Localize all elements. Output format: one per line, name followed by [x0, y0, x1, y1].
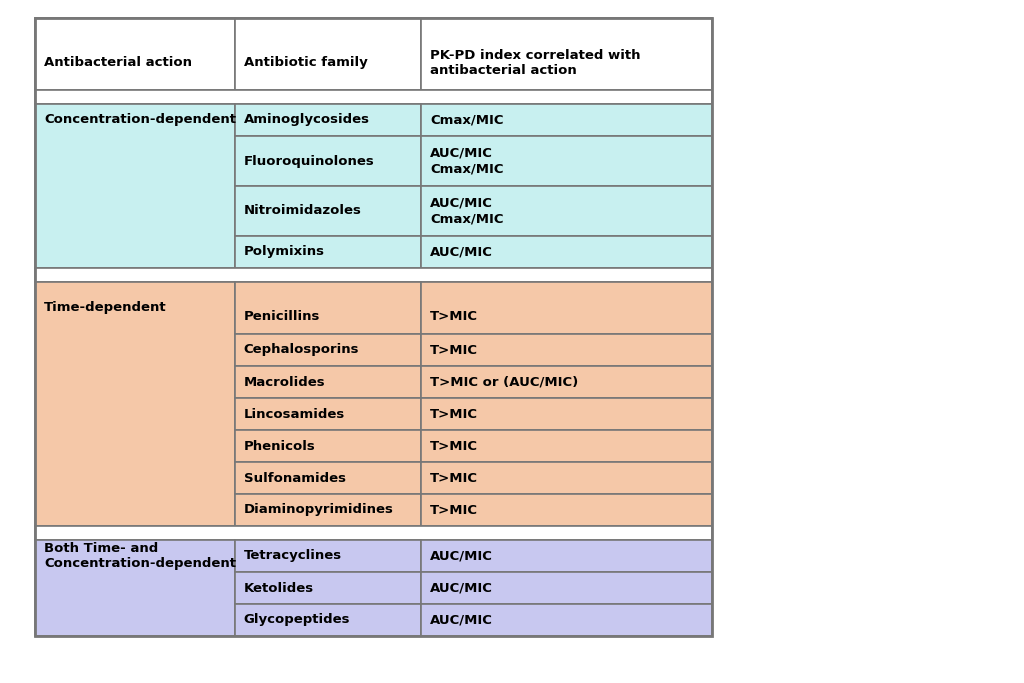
Bar	[234, 18, 421, 90]
Bar	[234, 572, 421, 604]
Bar	[421, 136, 712, 186]
Bar	[234, 104, 421, 136]
Bar	[35, 18, 712, 636]
Bar	[421, 104, 712, 136]
Bar	[234, 430, 421, 462]
Bar	[234, 398, 421, 430]
Text: AUC/MIC: AUC/MIC	[430, 613, 493, 626]
Text: Lincosamides: Lincosamides	[244, 408, 345, 421]
Text: Concentration-dependent: Concentration-dependent	[44, 113, 236, 126]
Text: Sulfonamides: Sulfonamides	[244, 471, 346, 484]
Bar	[234, 186, 421, 236]
Bar	[35, 540, 234, 636]
Text: AUC/MIC
Cmax/MIC: AUC/MIC Cmax/MIC	[430, 147, 504, 175]
Bar	[421, 494, 712, 526]
Bar	[35, 90, 712, 104]
Text: Ketolides: Ketolides	[244, 581, 313, 594]
Bar	[234, 604, 421, 636]
Text: Penicillins: Penicillins	[244, 309, 321, 322]
Text: Macrolides: Macrolides	[244, 376, 326, 389]
Bar	[421, 18, 712, 90]
Bar	[421, 334, 712, 366]
Bar	[234, 282, 421, 334]
Text: T>MIC: T>MIC	[430, 344, 478, 357]
Bar	[234, 366, 421, 398]
Text: Polymixins: Polymixins	[244, 245, 325, 258]
Bar	[421, 462, 712, 494]
Bar	[421, 604, 712, 636]
Bar	[35, 104, 234, 268]
Bar	[421, 236, 712, 268]
Text: Glycopeptides: Glycopeptides	[244, 613, 350, 626]
Bar	[421, 572, 712, 604]
Text: Tetracyclines: Tetracyclines	[244, 550, 342, 563]
Bar	[421, 186, 712, 236]
Bar	[35, 18, 234, 90]
Bar	[35, 268, 712, 282]
Bar	[234, 136, 421, 186]
Text: Time-dependent: Time-dependent	[44, 301, 167, 314]
Bar	[234, 540, 421, 572]
Text: Phenicols: Phenicols	[244, 439, 315, 453]
Text: PK-PD index correlated with
antibacterial action: PK-PD index correlated with antibacteria…	[430, 48, 640, 76]
Bar	[421, 282, 712, 334]
Text: Diaminopyrimidines: Diaminopyrimidines	[244, 503, 393, 516]
Text: Nitroimidazoles: Nitroimidazoles	[244, 204, 361, 217]
Text: AUC/MIC
Cmax/MIC: AUC/MIC Cmax/MIC	[430, 197, 504, 225]
Bar	[234, 236, 421, 268]
Bar	[421, 540, 712, 572]
Bar	[35, 18, 712, 90]
Bar	[421, 366, 712, 398]
Text: T>MIC: T>MIC	[430, 309, 478, 322]
Text: AUC/MIC: AUC/MIC	[430, 550, 493, 563]
Text: T>MIC: T>MIC	[430, 439, 478, 453]
Text: Cephalosporins: Cephalosporins	[244, 344, 359, 357]
Bar	[421, 398, 712, 430]
Text: Cmax/MIC: Cmax/MIC	[430, 113, 504, 126]
Bar	[421, 430, 712, 462]
Text: AUC/MIC: AUC/MIC	[430, 581, 493, 594]
Text: T>MIC: T>MIC	[430, 503, 478, 516]
Text: Both Time- and
Concentration-dependent: Both Time- and Concentration-dependent	[44, 542, 236, 570]
Bar	[35, 526, 712, 540]
Text: AUC/MIC: AUC/MIC	[430, 245, 493, 258]
Text: Antibacterial action: Antibacterial action	[44, 56, 193, 69]
Text: Antibiotic family: Antibiotic family	[244, 56, 368, 69]
Bar	[35, 282, 234, 526]
Text: T>MIC: T>MIC	[430, 408, 478, 421]
Bar	[234, 494, 421, 526]
Text: T>MIC: T>MIC	[430, 471, 478, 484]
Text: T>MIC or (AUC/MIC): T>MIC or (AUC/MIC)	[430, 376, 579, 389]
Bar	[234, 462, 421, 494]
Text: Aminoglycosides: Aminoglycosides	[244, 113, 370, 126]
Bar	[234, 334, 421, 366]
Text: Fluoroquinolones: Fluoroquinolones	[244, 154, 375, 167]
